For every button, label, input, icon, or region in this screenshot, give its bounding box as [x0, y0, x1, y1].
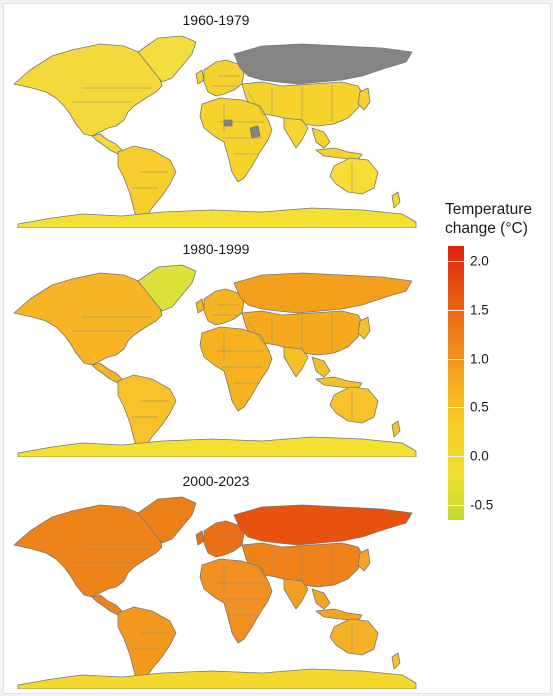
region-uk [195, 530, 205, 546]
legend-tick-mark [448, 260, 464, 262]
panel-title: 2000-2023 [182, 473, 250, 489]
panel-title: 1960-1979 [182, 12, 250, 28]
region-japan [357, 548, 371, 572]
region-africa [199, 97, 273, 183]
region-uk [195, 69, 205, 85]
legend-tick-label: -0.5 [470, 497, 494, 513]
region-india [283, 578, 309, 610]
legend-title: Temperature change (°C) [445, 200, 553, 238]
region-antarctica [17, 207, 417, 228]
region-australia [329, 386, 379, 424]
region-south-america [117, 374, 177, 452]
world-map [13, 264, 417, 457]
region-new-zealand [391, 191, 401, 209]
region-russia [233, 272, 413, 314]
region-indonesia [315, 147, 363, 161]
map-panel-1980-1999: 1980-1999 [12, 239, 420, 457]
region-antarctica [17, 668, 417, 689]
legend-tick-label: 1.5 [470, 302, 489, 318]
region-indonesia [315, 608, 363, 622]
legend-tick-mark [448, 358, 464, 360]
legend-tick-mark [448, 309, 464, 311]
region-japan [357, 87, 371, 111]
region-india [283, 346, 309, 378]
region-europe [203, 59, 245, 97]
missing-data-sahel [223, 119, 233, 127]
region-new-zealand [391, 420, 401, 438]
country-border [247, 91, 265, 117]
region-indonesia [315, 376, 363, 390]
region-southeast-asia [311, 127, 331, 149]
region-central-america [91, 594, 123, 616]
region-australia [329, 618, 379, 656]
legend-color-bar [448, 246, 464, 520]
region-north-america [13, 272, 163, 366]
world-map [13, 496, 417, 689]
country-border [247, 320, 265, 346]
region-europe [203, 288, 245, 326]
region-southeast-asia [311, 356, 331, 378]
region-russia [233, 504, 413, 546]
region-uk [195, 298, 205, 314]
region-southeast-asia [311, 588, 331, 610]
region-south-america [117, 145, 177, 223]
legend-tick-label: 2.0 [470, 253, 489, 269]
region-new-zealand [391, 652, 401, 670]
region-central-america [91, 362, 123, 384]
region-greenland [137, 35, 197, 83]
figure-frame: 1960-1979 1980-1999 2000-2023 Temperatur… [3, 3, 551, 694]
region-greenland [137, 496, 197, 544]
region-antarctica [17, 436, 417, 457]
region-greenland [137, 264, 197, 312]
region-australia [329, 157, 379, 195]
legend-tick-mark [448, 407, 464, 409]
legend-tick-label: 0.0 [470, 448, 489, 464]
color-legend: Temperature change (°C) 2.0 1.5 1.0 0.5 0.0 -… [445, 200, 553, 520]
map-panel-2000-2023: 2000-2023 [12, 471, 420, 689]
legend-tick-mark [448, 505, 464, 507]
region-india [283, 117, 309, 149]
missing-data-east-africa [249, 125, 261, 139]
legend-tick-mark [448, 456, 464, 458]
legend-title-line-1: Temperature [445, 201, 533, 218]
region-africa [199, 558, 273, 644]
region-south-america [117, 606, 177, 684]
region-north-america [13, 504, 163, 598]
legend-title-line-2: change (°C) [445, 220, 528, 237]
legend-tick-label: 1.0 [470, 351, 489, 367]
region-africa [199, 326, 273, 412]
map-panel-1960-1979: 1960-1979 [12, 10, 420, 228]
region-europe [203, 520, 245, 558]
region-russia [233, 43, 413, 85]
world-map [13, 35, 417, 228]
country-border [247, 552, 265, 578]
region-central-america [91, 133, 123, 155]
legend-tick-label: 0.5 [470, 399, 489, 415]
region-north-america [13, 43, 163, 137]
panel-title: 1980-1999 [182, 241, 250, 257]
region-japan [357, 316, 371, 340]
